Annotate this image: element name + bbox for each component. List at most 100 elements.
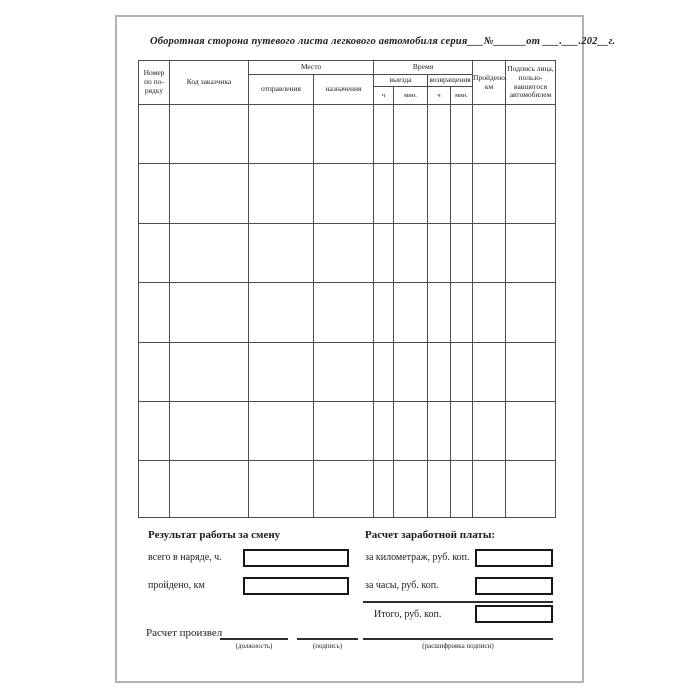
table-cell [248, 400, 314, 462]
table-cell [138, 103, 170, 165]
table-cell [248, 341, 314, 402]
table-cell [505, 460, 557, 519]
signature-line [297, 638, 358, 640]
table-cell [313, 103, 374, 165]
table-cell [373, 341, 394, 402]
table-cell [449, 460, 474, 519]
table-cell [449, 163, 474, 224]
col-header-time-return: возвращения [426, 74, 474, 87]
payroll-total-box [475, 605, 553, 623]
table-cell [393, 282, 428, 343]
table-cell [472, 163, 507, 224]
table-cell [472, 400, 507, 462]
table-cell [393, 400, 428, 462]
table-cell [169, 282, 249, 343]
table-cell [313, 400, 374, 462]
table-cell [472, 341, 507, 402]
table-cell [393, 341, 428, 402]
table-cell [427, 222, 451, 284]
results-heading: Результат работы за смену [148, 529, 281, 541]
table-cell [427, 103, 451, 165]
table-cell [169, 163, 249, 224]
table-cell [449, 341, 474, 402]
table-cell [472, 460, 507, 519]
table-row [138, 400, 557, 462]
table-header: Номер по по-рядку Код заказчика Место Вр… [138, 60, 557, 105]
table-cell [138, 341, 170, 402]
col-header-signature: Подпись лица, пользо-вавшегося автомобил… [505, 60, 557, 105]
table-cell [313, 282, 374, 343]
table-cell [248, 222, 314, 284]
table-cell [373, 282, 394, 343]
results-field-label-distance: пройдено, км [148, 580, 205, 591]
calculated-by-label: Расчет произвел [146, 627, 223, 639]
table-cell [393, 163, 428, 224]
table-cell [313, 341, 374, 402]
table-cell [373, 163, 394, 224]
position-signature-line [220, 638, 288, 640]
table-cell [138, 282, 170, 343]
table-cell [373, 222, 394, 284]
trips-table: Номер по по-рядку Код заказчика Место Вр… [138, 60, 557, 519]
results-field-box-total-hours [243, 549, 349, 567]
col-header-time-out: выезда [373, 74, 428, 87]
col-header-distance: Пройдено, км [472, 60, 507, 105]
table-cell [393, 460, 428, 519]
table-cell [505, 222, 557, 284]
table-cell [373, 103, 394, 165]
col-header-minutes-return: мин. [449, 86, 474, 105]
table-cell [313, 163, 374, 224]
table-cell [373, 460, 394, 519]
table-cell [169, 460, 249, 519]
payroll-field-label-hours: за часы, руб. коп. [365, 580, 439, 591]
payroll-total-label: Итого, руб. коп. [374, 609, 442, 620]
table-cell [427, 400, 451, 462]
table-cell [472, 103, 507, 165]
table-cell [427, 341, 451, 402]
table-cell [169, 103, 249, 165]
table-cell [472, 222, 507, 284]
col-header-row-number: Номер по по-рядку [138, 60, 170, 105]
col-header-hours-out: ч [373, 86, 394, 105]
table-cell [449, 282, 474, 343]
table-row [138, 103, 557, 165]
payroll-field-label-mileage: за километраж, руб. коп. [365, 552, 470, 563]
signature-decryption-line [363, 638, 553, 640]
table-cell [248, 460, 314, 519]
table-cell [505, 282, 557, 343]
results-field-label-total-hours: всего в наряде, ч. [148, 552, 222, 563]
table-body [138, 103, 557, 519]
table-cell [248, 282, 314, 343]
table-row [138, 282, 557, 343]
table-cell [248, 163, 314, 224]
table-cell [427, 460, 451, 519]
table-cell [449, 103, 474, 165]
table-row [138, 163, 557, 224]
payroll-field-box-mileage [475, 549, 553, 567]
col-header-departure: отправления [248, 74, 314, 105]
signature-decryption-caption: (расшифровка подписи) [422, 642, 494, 650]
table-cell [393, 103, 428, 165]
signature-caption: (подпись) [312, 642, 343, 650]
table-cell [169, 341, 249, 402]
table-cell [138, 222, 170, 284]
col-header-customer-code: Код заказчика [169, 60, 249, 105]
position-caption: (должность) [235, 642, 273, 650]
table-cell [169, 400, 249, 462]
table-row [138, 460, 557, 519]
payroll-field-box-hours [475, 577, 553, 595]
table-cell [138, 460, 170, 519]
table-cell [373, 400, 394, 462]
table-cell [313, 460, 374, 519]
table-cell [248, 103, 314, 165]
col-header-minutes-out: мин. [393, 86, 428, 105]
results-field-box-distance [243, 577, 349, 595]
table-cell [169, 222, 249, 284]
table-cell [449, 222, 474, 284]
col-header-place: Место [248, 60, 374, 75]
total-separator-line [363, 601, 553, 603]
col-header-destination: назначения [313, 74, 374, 105]
payroll-heading: Расчет заработной платы: [365, 529, 496, 541]
table-cell [505, 103, 557, 165]
table-cell [427, 163, 451, 224]
